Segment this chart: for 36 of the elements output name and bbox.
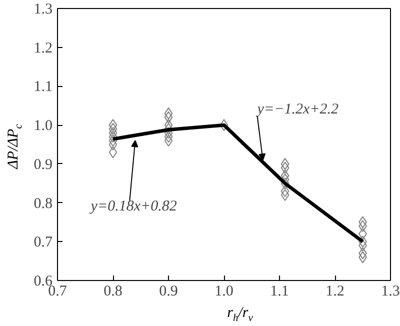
x-tick-label: 1.1 xyxy=(270,284,289,300)
y-tick-label: 0.7 xyxy=(34,234,53,251)
point xyxy=(108,130,118,143)
y-tick-label: 1.0 xyxy=(34,118,52,134)
x-tick-label: 1.2 xyxy=(326,284,344,300)
point xyxy=(108,134,118,147)
point xyxy=(108,126,118,139)
y-tick-label: 1.2 xyxy=(34,40,52,56)
x-tick-label: 0.8 xyxy=(104,284,122,300)
point xyxy=(164,130,173,143)
point xyxy=(108,119,118,132)
annotation: y=−1.2x+2.2 xyxy=(255,102,339,118)
y-tick-label: 1.1 xyxy=(34,79,52,96)
point xyxy=(280,185,290,198)
point xyxy=(164,126,173,139)
x-tick-label: 1.0 xyxy=(214,284,234,300)
point xyxy=(164,134,173,147)
point xyxy=(108,122,118,135)
point xyxy=(164,111,173,124)
point xyxy=(280,189,290,202)
point xyxy=(164,107,173,120)
y-tick-label: 1.3 xyxy=(34,2,52,18)
y-tick-label: 0.9 xyxy=(34,156,52,173)
y-tick-label: 0.8 xyxy=(34,196,52,212)
point xyxy=(280,158,290,170)
point xyxy=(220,119,228,132)
point xyxy=(108,146,118,158)
x-axis-title: r$_{h}$/r$_{v}$ xyxy=(226,304,254,326)
annotation: y=0.18x+0.82 xyxy=(88,198,178,215)
point xyxy=(108,138,118,150)
point xyxy=(280,170,290,182)
point xyxy=(280,162,290,174)
x-tick-label: 1.3 xyxy=(381,284,400,300)
x-tick-label: 0.9 xyxy=(159,284,178,300)
point xyxy=(164,122,173,135)
point xyxy=(280,177,290,190)
